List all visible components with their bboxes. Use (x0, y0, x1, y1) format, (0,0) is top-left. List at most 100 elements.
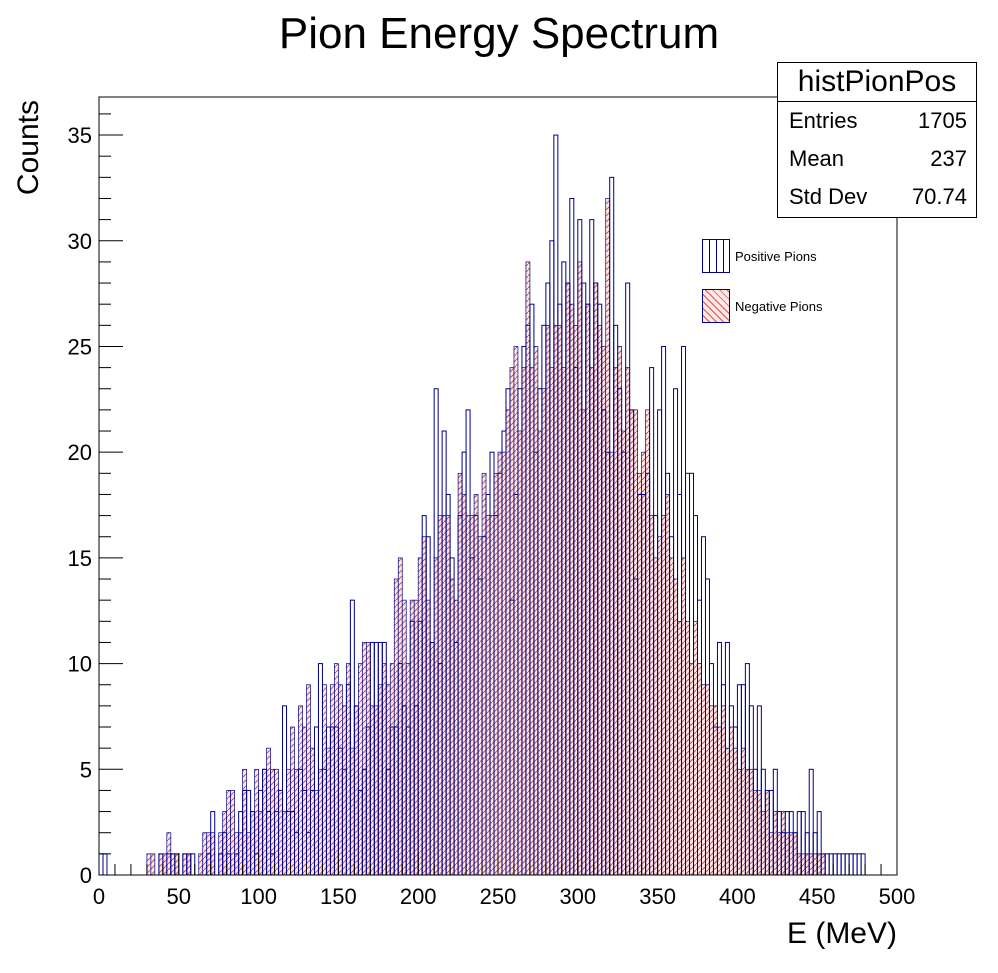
x-axis: 0 50 100 150 200 250 300 350 400 450 500 (93, 853, 915, 909)
positive-pions-bar (836, 853, 842, 876)
negative-pions-bar (433, 557, 439, 876)
negative-pions-bar (150, 853, 156, 876)
negative-pions-bar (509, 367, 515, 876)
legend-item-positive: Positive Pions (702, 239, 822, 273)
stats-box: histPionPos Entries 1705 Mean 237 Std De… (777, 62, 977, 218)
negative-pions-bar (633, 409, 638, 876)
negative-pions-bar (517, 430, 523, 876)
negative-pions-bar (792, 832, 798, 876)
negative-pions-bar (298, 705, 303, 876)
negative-pions-bar (441, 515, 447, 876)
negative-pions-bar (689, 663, 694, 876)
negative-pions-bar (226, 790, 232, 876)
x-tick-label: 450 (799, 884, 836, 909)
negative-pions-bar (625, 367, 631, 876)
negative-pions-bar (753, 790, 758, 876)
positive-pions-bar (824, 853, 830, 876)
stats-row-entries: Entries 1705 (778, 102, 976, 140)
negative-pions-bar (258, 811, 263, 876)
negative-pions-bar (358, 663, 363, 876)
negative-pions-bar (334, 663, 339, 876)
x-tick-label: 500 (879, 884, 916, 909)
negative-pions-bar (537, 430, 543, 876)
negative-pions-bar (764, 790, 770, 876)
negative-pions-bar (174, 853, 180, 876)
y-axis-title: Counts (12, 100, 45, 195)
stats-mean-value: 237 (930, 146, 967, 171)
x-tick-label: 50 (167, 884, 191, 909)
negative-pions-bar (513, 346, 519, 876)
x-tick-label: 350 (639, 884, 676, 909)
negative-pions-bar (601, 346, 607, 876)
negative-pions-bar (346, 663, 351, 876)
negative-pions-bar (784, 832, 790, 876)
negative-pions-bar (437, 515, 443, 876)
negative-pions-bar (701, 684, 706, 876)
negative-pions-bar (772, 811, 778, 876)
negative-pions-bar (597, 324, 603, 876)
x-tick-label: 150 (320, 884, 357, 909)
negative-pions-bar (373, 705, 379, 876)
stats-entries-label: Entries (789, 108, 858, 133)
negative-pions-bar (449, 578, 455, 876)
negative-pions-bar (741, 747, 746, 876)
negative-pions-bar (322, 684, 327, 876)
negative-pions-bar (621, 430, 627, 876)
negative-pions-bar (677, 620, 682, 876)
negative-pions-bar (641, 451, 646, 876)
negative-pions-bar (780, 811, 786, 876)
positive-pions-bar (832, 853, 838, 876)
negative-pions-bar (525, 261, 531, 876)
negative-pions-bar (533, 346, 539, 876)
negative-pions-bar (314, 790, 319, 876)
negative-pions-bar (401, 599, 407, 876)
negative-pions-bar (453, 599, 459, 876)
negative-pions-bar (804, 853, 810, 876)
negative-pions-bar (657, 536, 662, 876)
negative-pions-bar (202, 832, 208, 876)
negative-pions-bar (445, 515, 451, 876)
negative-pions-bar (713, 705, 718, 876)
y-tick-label: 10 (68, 652, 92, 677)
negative-pions-bar (286, 768, 291, 876)
positive-pions-bar (190, 853, 196, 876)
negative-pions-bar (182, 853, 188, 876)
negative-pions-bar (186, 853, 192, 876)
negative-pions-bar (581, 409, 587, 876)
negative-pions-bar (745, 768, 750, 876)
y-tick-label: 5 (80, 757, 92, 782)
negative-pions-bar (397, 557, 403, 876)
negative-pions-bar (653, 557, 658, 876)
negative-pions-bar (330, 684, 335, 876)
negative-pions-bar (306, 684, 311, 876)
positive-pions-bar (856, 853, 862, 876)
negative-pions-bar (693, 620, 698, 876)
negative-pions-bar (649, 515, 654, 876)
y-tick-label: 0 (80, 863, 92, 888)
positive-pions-bar (848, 853, 854, 876)
stats-stddev-value: 70.74 (911, 184, 967, 209)
y-tick-label: 35 (68, 123, 92, 148)
y-axis: 0 5 10 15 20 25 30 35 (68, 113, 123, 888)
negative-pions-bar (389, 663, 395, 876)
y-tick-label: 15 (68, 546, 92, 571)
negative-pions-bar (342, 705, 347, 876)
negative-pions-bar (290, 726, 295, 876)
negative-pions-bar (481, 472, 487, 876)
negative-pions-bar (254, 768, 259, 876)
negative-pions-bar (158, 853, 164, 876)
negative-pions-bar (497, 451, 503, 876)
positive-pions-bar (98, 853, 104, 876)
stats-entries-value: 1705 (918, 108, 967, 133)
legend: Positive Pions Negative Pions (702, 239, 822, 344)
negative-pions-bar (278, 790, 283, 876)
negative-pions-bar (553, 324, 559, 876)
negative-pions-bar (413, 599, 419, 876)
positive-pions-bar (840, 853, 846, 876)
negative-pions-bar (238, 832, 243, 876)
negative-pions-bar (222, 811, 228, 876)
negative-pions-bar (569, 303, 575, 876)
positive-pions-bar (102, 853, 108, 876)
negative-pions-bar (326, 747, 331, 876)
legend-item-negative: Negative Pions (702, 289, 822, 323)
